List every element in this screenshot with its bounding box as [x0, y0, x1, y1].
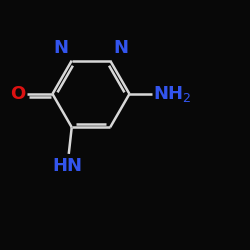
Text: N: N [114, 39, 129, 57]
Text: N: N [53, 39, 68, 57]
Text: O: O [10, 85, 26, 103]
Text: NH$_2$: NH$_2$ [153, 84, 191, 104]
Text: HN: HN [52, 158, 82, 176]
